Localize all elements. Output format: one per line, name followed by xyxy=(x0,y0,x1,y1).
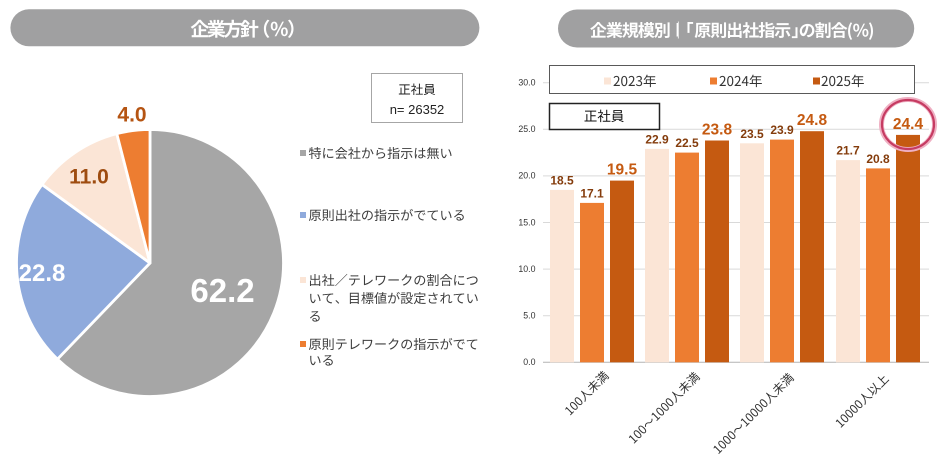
svg-text:n= 26352: n= 26352 xyxy=(390,102,445,117)
svg-text:24.4: 24.4 xyxy=(893,116,924,133)
svg-text:18.5: 18.5 xyxy=(550,173,574,187)
svg-text:23.9: 23.9 xyxy=(770,123,794,137)
svg-text:22.8: 22.8 xyxy=(19,260,66,287)
svg-text:23.5: 23.5 xyxy=(740,127,764,141)
svg-text:21.7: 21.7 xyxy=(836,144,860,158)
svg-text:4.0: 4.0 xyxy=(117,104,146,127)
svg-text:10.0: 10.0 xyxy=(518,264,535,274)
svg-text:22.9: 22.9 xyxy=(645,132,669,146)
svg-text:24.8: 24.8 xyxy=(797,112,828,129)
svg-text:17.1: 17.1 xyxy=(580,186,604,200)
svg-text:11.0: 11.0 xyxy=(69,166,109,189)
svg-text:19.5: 19.5 xyxy=(607,162,638,179)
svg-text:23.8: 23.8 xyxy=(702,122,733,139)
svg-text:15.0: 15.0 xyxy=(518,217,535,227)
svg-text:25.0: 25.0 xyxy=(518,124,535,134)
svg-text:22.5: 22.5 xyxy=(675,136,699,150)
svg-text:30.0: 30.0 xyxy=(518,78,535,88)
svg-text:20.0: 20.0 xyxy=(518,171,535,181)
svg-text:62.2: 62.2 xyxy=(190,272,254,309)
svg-text:5.0: 5.0 xyxy=(523,311,535,321)
svg-text:20.8: 20.8 xyxy=(866,152,890,166)
svg-text:0.0: 0.0 xyxy=(523,357,535,367)
